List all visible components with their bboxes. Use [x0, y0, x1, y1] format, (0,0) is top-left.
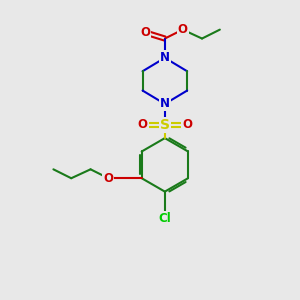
Text: O: O — [140, 26, 151, 39]
Text: O: O — [178, 23, 188, 36]
Text: O: O — [103, 172, 113, 185]
Text: N: N — [160, 98, 170, 110]
Text: O: O — [138, 118, 148, 131]
Text: S: S — [160, 118, 170, 132]
Text: N: N — [160, 51, 170, 64]
Text: O: O — [182, 118, 192, 131]
Text: Cl: Cl — [158, 212, 171, 225]
